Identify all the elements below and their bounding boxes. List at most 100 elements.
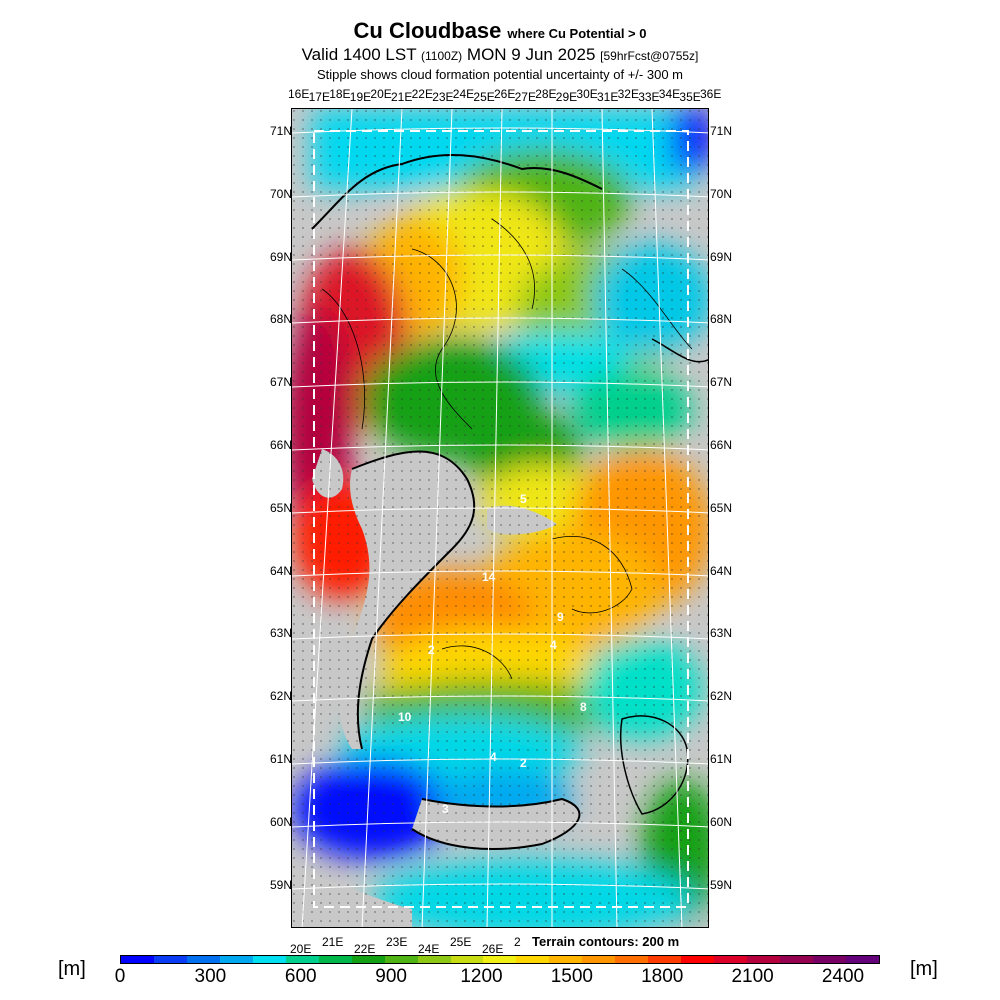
colorbar-swatch [384,956,418,963]
bottom-lon-label: 26E [482,942,504,956]
colorbar-swatch [351,956,385,963]
lat-label-left: 65N [269,500,292,515]
colorbar-label: 2400 [821,966,865,987]
bottom-lon-label: 23E [386,935,408,949]
colorbar-swatch [318,956,352,963]
colorbar-swatch [582,956,616,963]
bottom-lon-label: 22E [354,942,376,956]
top-lon-label: 33E [638,90,660,104]
colorbar-swatch [615,956,649,963]
top-lon-label: 31E [597,90,619,104]
top-lon-label: 36E [700,87,722,101]
bottom-lon-label: 24E [418,942,440,956]
top-lon-label: 20E [370,87,392,101]
lat-label-right: 59N [710,877,733,892]
white-sea-coast [651,338,708,363]
lat-label-right: 65N [710,500,733,515]
field-label: 2 [428,643,435,657]
terrain-contours [321,218,693,680]
field-label: 14 [482,570,496,584]
top-lon-label: 19E [349,90,372,104]
lat-label-left: 59N [269,877,292,892]
colorbar-label: 1200 [460,966,503,987]
lat-label-left: 66N [269,438,292,452]
lake-ladoga [619,715,689,815]
map-svg: 14 2 10 3 4 5 4 2 9 8 [292,109,708,927]
lat-label-left: 61N [269,752,292,766]
top-lon-label: 25E [473,90,495,104]
lat-label-left: 70N [269,186,292,201]
colorbar-label: 1500 [550,966,594,987]
lat-label-right: 67N [710,375,733,390]
top-lon-label: 35E [679,90,701,104]
colorbar-swatch [153,956,187,963]
colorbar-swatch [186,956,220,963]
colorbar-unit-right: [m] [910,958,938,980]
colorbar-swatch [747,956,781,963]
field-label-group: 14 2 10 3 4 5 4 2 9 8 [398,492,587,816]
graticule [292,109,708,927]
top-lon-label: 21E [391,90,413,104]
bottom-lon-label: 25E [450,935,472,949]
top-lon-label: 34E [658,87,681,101]
lat-label-left: 63N [269,626,292,641]
lat-label-left: 69N [269,249,292,264]
colorbar-label: 1800 [641,966,684,987]
colorbar-swatch [219,956,253,963]
terrain-contours-label: Terrain contours: 200 m [532,934,680,949]
field-label: 9 [557,610,564,624]
field-label: 2 [520,756,527,770]
stipple-note: Stipple shows cloud formation potential … [316,67,683,82]
cloudbase-map: 14 2 10 3 4 5 4 2 9 8 [291,108,709,928]
norway-coast [311,153,603,230]
finland-south-coast [411,797,581,850]
top-lon-label: 29E [555,90,578,104]
field-label: 4 [550,638,557,652]
top-lon-label: 16E [288,87,310,101]
colorbar [120,955,880,964]
lat-label-right: 60N [710,814,733,829]
lat-label-left: 68N [269,312,292,327]
valid-utc: (1100Z) [421,49,463,63]
title-note: where Cu Potential > 0 [507,26,647,41]
bothnia-coast [351,450,476,750]
forecast-tag: [59hrFcst@0755z] [600,49,699,63]
lat-label-right: 71N [710,124,733,138]
colorbar-label: 300 [194,966,227,987]
colorbar-swatch [845,956,879,963]
lat-label-left: 60N [269,814,292,829]
colorbar-swatch [121,956,154,963]
colorbar-swatch [813,956,846,963]
lat-label-left: 62N [269,689,292,704]
lat-label-right: 62N [710,689,733,704]
field-label: 3 [442,802,449,816]
top-lon-label: 23E [432,90,454,104]
lat-label-right: 69N [710,249,733,264]
colorbar-swatch [483,956,517,963]
bottom-lon-label: 2 [514,935,521,949]
bottom-lon-label: 20E [290,942,312,956]
colorbar-swatch [681,956,715,963]
field-label: 10 [398,710,412,724]
colorbar-swatch [285,956,319,963]
lat-label-right: 63N [710,626,733,641]
top-lon-label: 32E [617,87,639,101]
colorbar-unit-left: [m] [58,958,86,980]
top-lon-label: 18E [329,87,351,101]
colorbar-swatch [780,956,814,963]
colorbar-swatch [648,956,682,963]
colorbar-swatch [714,956,748,963]
top-lon-label: 22E [411,87,433,101]
colorbar-label: 600 [284,966,317,987]
lat-label-left: 67N [269,375,292,390]
lat-label-right: 68N [710,312,733,327]
bottom-lon-label: 21E [322,935,344,949]
colorbar-label: 0 [114,966,126,987]
top-lon-label: 27E [514,90,536,104]
lat-label-left: 71N [269,124,292,138]
field-label: 4 [490,750,497,764]
colorbar-swatch [252,956,286,963]
lat-label-left: 64N [269,563,292,578]
colorbar-swatch [417,956,451,963]
top-lon-label: 30E [576,87,598,101]
